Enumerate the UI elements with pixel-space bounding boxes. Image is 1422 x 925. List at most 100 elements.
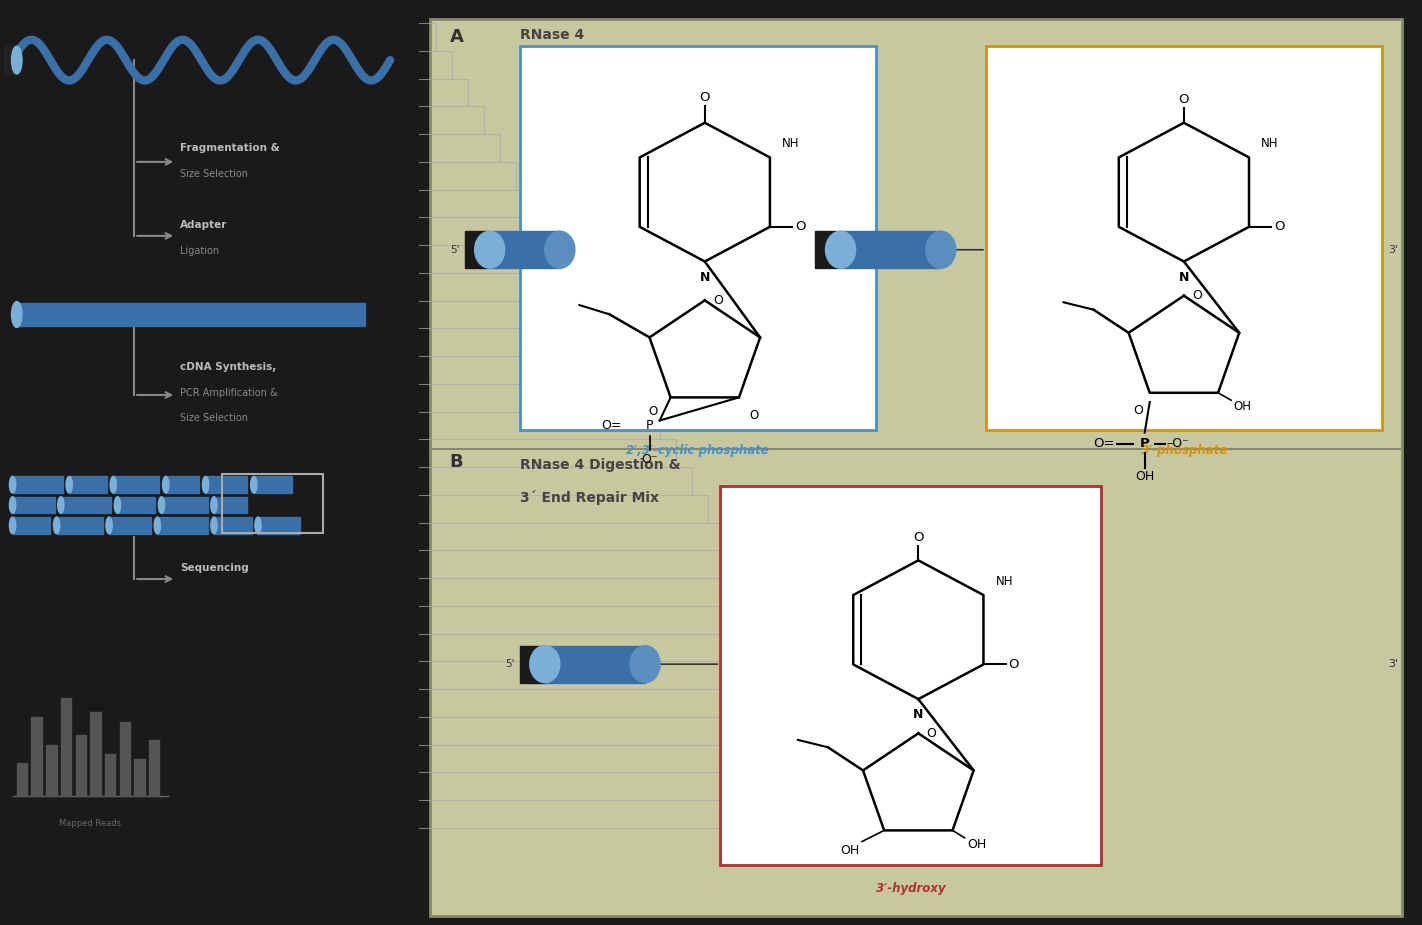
Text: O=: O=	[1094, 438, 1115, 450]
Bar	[520, 46, 876, 430]
Text: O: O	[1192, 290, 1202, 302]
Bar	[158, 517, 208, 534]
Bar	[109, 517, 151, 534]
Bar	[90, 712, 101, 796]
Ellipse shape	[10, 497, 16, 513]
Bar	[985, 46, 1382, 430]
Ellipse shape	[210, 497, 218, 513]
Bar	[13, 476, 63, 493]
Text: Mapped Reads: Mapped Reads	[60, 819, 121, 828]
Ellipse shape	[10, 476, 16, 493]
Text: OH: OH	[967, 838, 987, 851]
Text: OH: OH	[840, 845, 859, 857]
Ellipse shape	[475, 231, 505, 268]
Ellipse shape	[158, 497, 165, 513]
Text: N: N	[1179, 271, 1189, 284]
Bar	[720, 486, 1101, 865]
Text: O: O	[1274, 220, 1284, 233]
Bar	[520, 646, 545, 683]
Bar	[489, 231, 560, 268]
Ellipse shape	[105, 517, 112, 534]
Bar	[17, 763, 27, 796]
Text: OH: OH	[1135, 470, 1155, 483]
Text: Adapter: Adapter	[181, 220, 228, 229]
Ellipse shape	[65, 476, 73, 493]
Text: O: O	[749, 409, 758, 422]
Bar	[213, 517, 252, 534]
Ellipse shape	[114, 497, 121, 513]
Bar	[253, 476, 292, 493]
Bar	[213, 497, 247, 513]
Bar	[257, 517, 300, 534]
Bar	[75, 735, 85, 796]
Ellipse shape	[162, 476, 169, 493]
Text: O: O	[712, 294, 722, 307]
Text: 3´ End Repair Mix: 3´ End Repair Mix	[520, 490, 658, 505]
Text: O: O	[1133, 404, 1143, 417]
Ellipse shape	[58, 497, 64, 513]
Bar	[13, 497, 54, 513]
Text: PCR Amplification &: PCR Amplification &	[181, 388, 279, 398]
Text: OH: OH	[1233, 401, 1251, 413]
Bar	[57, 517, 102, 534]
Text: RNase 4: RNase 4	[520, 28, 584, 42]
Text: O: O	[913, 531, 923, 544]
Bar	[13, 517, 50, 534]
Text: 3': 3'	[1388, 660, 1398, 669]
Bar	[134, 758, 145, 796]
Text: cDNA Synthesis,: cDNA Synthesis,	[181, 363, 277, 372]
Text: NH: NH	[782, 137, 799, 150]
Text: 5': 5'	[451, 245, 459, 254]
Bar	[61, 698, 71, 796]
Bar	[70, 476, 107, 493]
Bar	[119, 722, 129, 796]
Bar	[545, 646, 646, 683]
Text: 3′-phosphate: 3′-phosphate	[1140, 444, 1227, 457]
Ellipse shape	[54, 517, 60, 534]
Ellipse shape	[250, 476, 257, 493]
Bar	[815, 231, 840, 268]
Text: B: B	[449, 453, 464, 471]
Bar	[13, 303, 365, 326]
Text: 5': 5'	[505, 660, 515, 669]
Bar	[114, 476, 159, 493]
Bar	[149, 740, 159, 796]
Ellipse shape	[154, 517, 161, 534]
Bar	[4, 46, 14, 74]
Text: Size Selection: Size Selection	[181, 169, 249, 179]
Bar	[105, 754, 115, 796]
Bar	[162, 497, 208, 513]
Ellipse shape	[926, 231, 956, 268]
Text: N: N	[913, 709, 923, 722]
Ellipse shape	[530, 646, 560, 683]
Bar	[465, 231, 489, 268]
Text: N: N	[700, 271, 710, 284]
Text: RNase 4 Digestion &: RNase 4 Digestion &	[520, 458, 680, 472]
Text: P: P	[646, 419, 654, 432]
Ellipse shape	[202, 476, 209, 493]
Bar	[840, 231, 941, 268]
Text: A: A	[449, 28, 464, 45]
Ellipse shape	[109, 476, 117, 493]
Text: 3′-hydroxy: 3′-hydroxy	[876, 882, 946, 894]
Text: Fragmentation &: Fragmentation &	[181, 143, 280, 153]
Ellipse shape	[826, 231, 856, 268]
Bar	[118, 497, 155, 513]
Bar	[46, 745, 57, 796]
Text: 3': 3'	[1388, 245, 1398, 254]
Bar	[31, 717, 43, 796]
Text: Sequencing: Sequencing	[181, 563, 249, 573]
Text: O: O	[1008, 658, 1020, 671]
Ellipse shape	[545, 231, 574, 268]
Text: O: O	[926, 727, 936, 740]
Text: 2′,3′-cyclic phosphate: 2′,3′-cyclic phosphate	[626, 444, 769, 457]
Bar	[61, 497, 111, 513]
Text: Ligation: Ligation	[181, 246, 219, 255]
Text: P: P	[1140, 438, 1149, 450]
Text: O: O	[795, 220, 805, 233]
Bar	[206, 476, 247, 493]
Text: O: O	[700, 92, 710, 105]
Text: O=: O=	[602, 419, 621, 432]
Text: –O⁻: –O⁻	[1167, 438, 1190, 450]
Ellipse shape	[210, 517, 218, 534]
